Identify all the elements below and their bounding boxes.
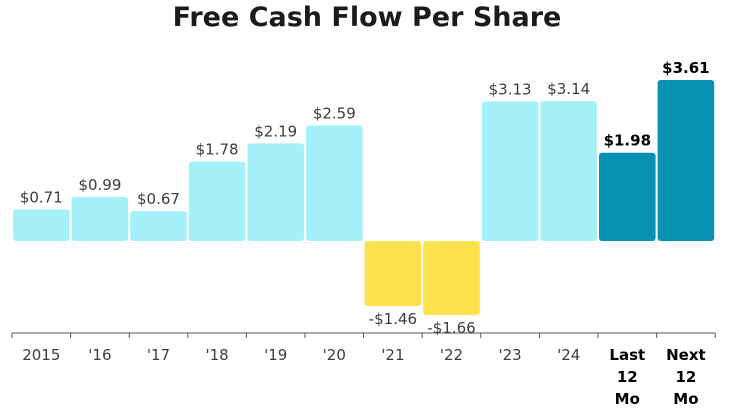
- x-tick-label-2: '17: [147, 346, 170, 364]
- bar-7[interactable]: [423, 241, 480, 316]
- value-label-10: $1.98: [604, 132, 651, 150]
- value-label-9: $3.14: [547, 80, 590, 98]
- value-label-1: $0.99: [78, 176, 121, 194]
- value-label-6: -$1.46: [369, 310, 417, 328]
- bar-4[interactable]: [247, 143, 304, 241]
- x-tick-label-3: '18: [205, 346, 228, 364]
- bar-6[interactable]: [364, 241, 422, 307]
- value-label-11: $3.61: [662, 59, 709, 77]
- bar-0[interactable]: [13, 209, 70, 241]
- bar-10[interactable]: [599, 152, 656, 241]
- x-tick-label-9: '24: [557, 346, 580, 364]
- value-label-7: -$1.66: [427, 319, 475, 337]
- value-label-3: $1.78: [196, 141, 239, 159]
- value-label-8: $3.13: [489, 80, 532, 98]
- value-label-4: $2.19: [254, 122, 297, 140]
- bar-8[interactable]: [481, 101, 539, 241]
- value-label-2: $0.67: [137, 190, 180, 208]
- x-tick-label-1: '16: [88, 346, 111, 364]
- bar-9[interactable]: [540, 100, 597, 242]
- x-tick-label-7: '22: [440, 346, 463, 364]
- bar-2[interactable]: [130, 211, 187, 241]
- value-label-0: $0.71: [20, 188, 63, 206]
- bar-3[interactable]: [188, 161, 246, 241]
- x-tick-label-8: '23: [498, 346, 521, 364]
- x-tick-label-11: Next 12 Mo: [666, 346, 706, 408]
- x-tick-label-6: '21: [381, 346, 404, 364]
- x-tick-label-4: '19: [264, 346, 287, 364]
- x-tick-label-0: 2015: [22, 346, 60, 364]
- x-tick-label-10: Last 12 Mo: [609, 346, 645, 408]
- value-label-5: $2.59: [313, 104, 356, 122]
- bar-11[interactable]: [657, 79, 715, 241]
- bar-5[interactable]: [306, 125, 363, 241]
- x-tick-label-5: '20: [323, 346, 346, 364]
- chart-title: Free Cash Flow Per Share: [172, 2, 562, 33]
- bar-1[interactable]: [71, 196, 129, 241]
